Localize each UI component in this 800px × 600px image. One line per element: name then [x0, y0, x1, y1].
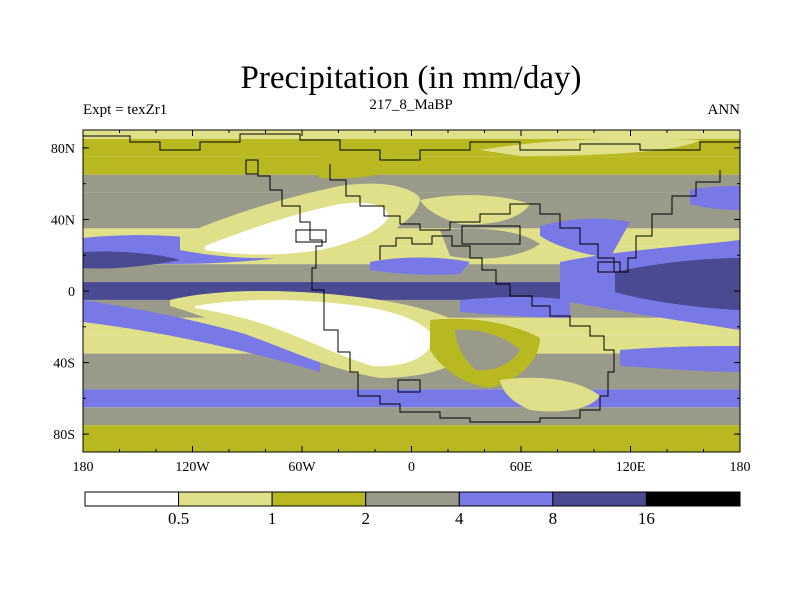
zonal-band [83, 407, 740, 426]
period-label: 217_8_MaBP [369, 97, 452, 113]
south-indian-wet [620, 346, 740, 372]
interior-patch [455, 329, 520, 371]
colorbar-label: 16 [638, 509, 655, 528]
colorbar-box [645, 491, 741, 507]
y-tick-label: 40S [53, 357, 75, 372]
colorbar-label: 2 [361, 509, 370, 528]
zonal-band [83, 174, 740, 193]
colorbar-label: 4 [455, 509, 464, 528]
x-tick-label: 60W [288, 460, 316, 475]
colorbar-box [552, 491, 647, 507]
itcz-band [83, 251, 180, 269]
x-tick-label: 120E [616, 460, 646, 475]
precipitation-field [83, 130, 740, 452]
colorbar-box [271, 491, 367, 507]
experiment-label: Expt = texZr1 [83, 102, 167, 118]
tethys-wet [370, 257, 470, 275]
colorbar-label: 8 [549, 509, 558, 528]
interior-patch [500, 377, 600, 412]
arctic-dry [480, 138, 700, 156]
south-atlantic-wet [83, 300, 320, 372]
zonal-band [83, 156, 740, 175]
northern-subtropic-dry [205, 202, 389, 255]
x-tick-label: 120W [175, 460, 210, 475]
colorbar-label: 0.5 [168, 509, 189, 528]
y-tick-label: 80S [53, 428, 75, 443]
colorbar-box [84, 491, 180, 507]
southern-subtropic-dry [195, 300, 434, 367]
y-tick-label: 80N [51, 142, 75, 157]
north-pacific-wet [690, 186, 740, 210]
y-tick-label: 0 [68, 285, 75, 300]
x-tick-label: 180 [73, 460, 94, 475]
colorbar-box [365, 491, 460, 507]
x-tick-label: 0 [408, 460, 415, 475]
interior-patch [420, 195, 530, 225]
x-tick-label: 180 [730, 460, 751, 475]
colorbar-box [458, 491, 554, 507]
pacific-warm-pool [615, 258, 740, 310]
season-label: ANN [708, 102, 741, 118]
colorbar-label: 1 [268, 509, 277, 528]
coastline [83, 133, 740, 423]
y-tick-label: 40N [51, 213, 75, 228]
east-indian-wet [460, 297, 570, 318]
x-tick-label: 60E [510, 460, 533, 475]
chart-title: Precipitation (in mm/day) [241, 60, 582, 96]
zonal-band [83, 425, 740, 444]
colorbar-box [178, 491, 273, 507]
